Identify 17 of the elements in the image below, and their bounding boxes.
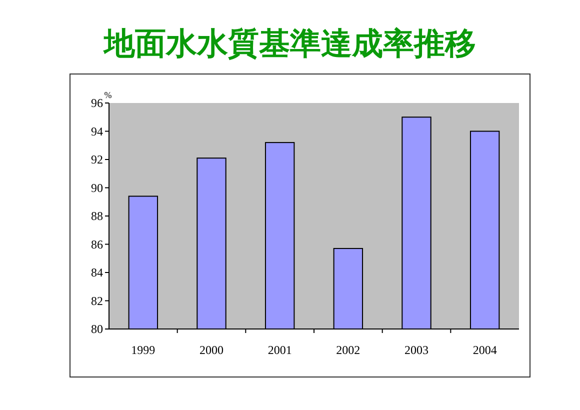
y-tick-label: 84	[91, 266, 103, 280]
chart-title: 地面水水質基準達成率推移	[102, 26, 476, 61]
y-tick-label: 86	[91, 237, 103, 252]
y-tick-label: 96	[91, 96, 103, 110]
y-tick-label: 88	[91, 209, 103, 223]
y-tick-label: 92	[91, 152, 103, 166]
x-tick-label: 2004	[472, 343, 497, 357]
x-tick-label: 2001	[268, 343, 292, 357]
x-tick-label: 2003	[404, 343, 428, 357]
y-tick-label: 94	[91, 124, 103, 138]
y-tick-label: 90	[91, 180, 103, 195]
y-tick-label: 82	[91, 294, 103, 308]
x-tick-label: 2002	[336, 343, 360, 357]
y-tick-label: 80	[91, 322, 103, 336]
x-tick-label: 1999	[131, 343, 156, 357]
y-axis-title: %	[104, 90, 112, 100]
x-tick-label: 2000	[200, 343, 224, 357]
